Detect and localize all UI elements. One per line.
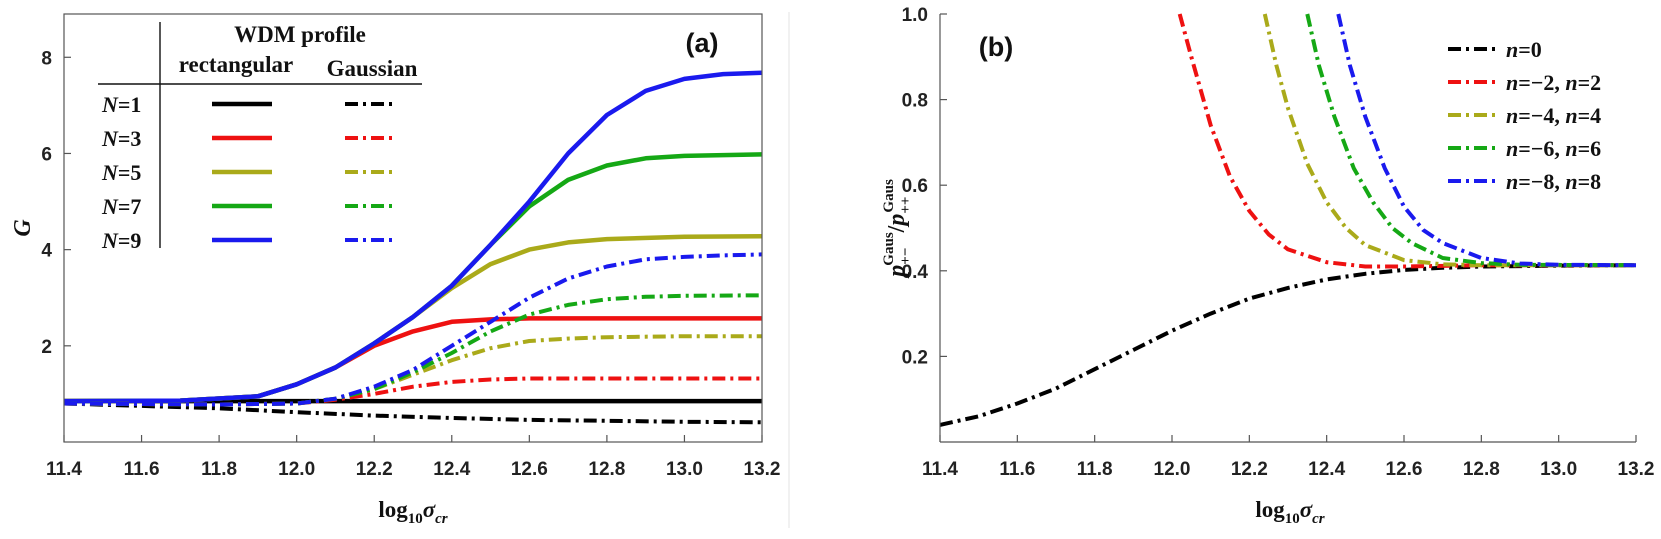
panel-b-series [939,13,1637,427]
legend-col-gaussian: Gaussian [327,56,418,81]
y-tick-label-b-4: 1.0 [902,5,928,26]
x-tick-label-a-9: 13.2 [744,459,781,480]
legend-a-label-0: N=1 [101,92,141,117]
y-tick-label-a-1: 4 [41,241,52,262]
panel-b-legend: n=0 n=−2, n=2 n=−4, n=4 n=−6, n=6 n=−8, n=8 [1448,37,1601,194]
x-tick-label-b-4: 12.2 [1231,459,1268,480]
series-line-a-9 [63,252,763,407]
panel-b-ylabel: p+−Gaus/p++Gaus [881,179,914,279]
y-tick-label-b-3: 0.8 [902,91,928,112]
panel-a-series [63,70,763,425]
legend-b-label-3: n=−6, n=6 [1506,136,1601,161]
series-line-a-6 [63,376,762,407]
x-tick-label-a-8: 13.0 [666,459,703,480]
series-line-b-0 [939,263,1637,427]
x-tick-label-a-3: 12.0 [278,459,315,480]
y-tick-label-b-2: 0.6 [902,176,928,197]
x-tick-label-b-5: 12.4 [1308,459,1345,480]
legend-b-label-4: n=−8, n=8 [1506,169,1601,194]
y-tick-label-b-1: 0.4 [902,262,929,283]
series-line-a-5 [63,401,763,425]
panel-b-label: (b) [979,32,1013,62]
panel-a-legend: WDM profile rectangular Gaussian N=1 N=3 N… [98,22,422,253]
panel-a-ticks: 11.4 11.6 11.8 12.0 12.2 12.4 12.6 12.8 13.0 13.2… [41,48,780,480]
series-line-b-1 [1177,13,1636,269]
x-tick-label-b-8: 13.0 [1540,459,1577,480]
panel-b-ticks: 11.4 11.6 11.8 12.0 12.2 12.4 12.6 12.8 13.0 13.2… [902,5,1655,480]
panel-a-label: (a) [686,28,719,58]
legend-a-label-3: N=7 [101,194,141,219]
x-tick-label-b-3: 12.0 [1154,459,1191,480]
x-tick-label-a-0: 11.4 [46,459,82,480]
panel-b-xlabel: log10σcr [1255,497,1324,527]
y-tick-label-a-0: 2 [41,337,52,358]
legend-header: WDM profile [234,22,366,47]
panel-b: 11.4 11.6 11.8 12.0 12.2 12.4 12.6 12.8 13.0 13.2… [881,5,1654,527]
series-line-a-3 [63,152,763,404]
x-tick-label-b-6: 12.6 [1386,459,1423,480]
legend-b-label-1: n=−2, n=2 [1506,70,1601,95]
x-tick-label-b-2: 11.8 [1077,459,1113,480]
x-tick-label-b-1: 11.6 [999,459,1035,480]
panel-a-ylabel: G [10,219,36,237]
legend-a-label-1: N=3 [101,126,141,151]
x-tick-label-a-5: 12.4 [433,459,470,480]
y-tick-label-a-3: 8 [41,48,52,69]
series-line-b-4 [1336,13,1637,268]
x-tick-label-b-0: 11.4 [922,459,958,480]
legend-a-label-2: N=5 [101,160,141,185]
y-tick-label-a-2: 6 [41,144,52,165]
legend-a-label-4: N=9 [101,228,141,253]
legend-col-rectangular: rectangular [179,52,294,77]
series-line-b-3 [1305,13,1637,268]
x-tick-label-a-7: 12.8 [588,459,625,480]
panel-a: 11.4 11.6 11.8 12.0 12.2 12.4 12.6 12.8 13.0 13.2… [10,13,780,527]
x-tick-label-b-9: 13.2 [1618,459,1655,480]
panel-a-xlabel: log10σcr [378,497,447,527]
x-tick-label-a-4: 12.2 [356,459,393,480]
y-tick-label-b-0: 0.2 [902,347,928,368]
panel-a-plot-frame [63,13,763,443]
legend-b-label-2: n=−4, n=4 [1506,103,1601,128]
legend-b-label-0: n=0 [1506,37,1542,62]
x-tick-label-a-6: 12.6 [511,459,548,480]
x-tick-label-a-2: 11.8 [201,459,237,480]
series-line-a-7 [63,334,762,407]
series-line-a-4 [63,70,763,404]
x-tick-label-a-1: 11.6 [124,459,160,480]
x-tick-label-b-7: 12.8 [1463,459,1500,480]
series-line-b-2 [1262,13,1636,268]
